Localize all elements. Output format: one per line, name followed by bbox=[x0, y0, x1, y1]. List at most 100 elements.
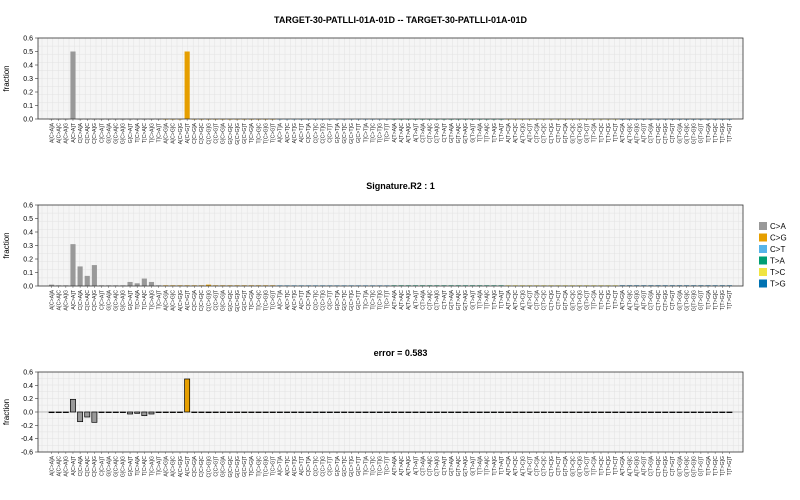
bar-A[C>A]T bbox=[70, 398, 76, 413]
x-tick-label: C[T>C]G bbox=[549, 123, 555, 144]
x-tick-label: G[C>G]G bbox=[235, 456, 241, 478]
x-tick-label: G[C>G]C bbox=[228, 290, 234, 312]
x-tick-label: A[C>G]C bbox=[171, 123, 177, 144]
x-tick-label: A[T>C]A bbox=[506, 455, 512, 475]
x-tick-label: C[C>T]C bbox=[313, 123, 319, 144]
bar-G[C>T]T bbox=[355, 411, 362, 413]
x-tick-label: T[T>C]T bbox=[613, 122, 619, 142]
bar-G[C>A]T bbox=[127, 411, 133, 415]
x-tick-label: T[T>A]C bbox=[485, 290, 491, 310]
x-tick-label: A[T>A]G bbox=[406, 123, 412, 143]
x-tick-label: C[T>A]T bbox=[442, 455, 448, 475]
x-tick-label: A[T>C]T bbox=[527, 455, 533, 475]
x-tick-label: A[T>G]T bbox=[642, 122, 648, 143]
x-tick-label: T[C>T]G bbox=[378, 123, 384, 143]
legend-label: C>T bbox=[770, 245, 785, 254]
x-tick-label: C[C>A]T bbox=[99, 289, 105, 310]
x-tick-label: A[C>T]A bbox=[278, 122, 284, 142]
x-tick-label: T[T>A]T bbox=[499, 455, 505, 475]
x-tick-label: A[C>A]G bbox=[64, 290, 70, 311]
x-tick-label: A[T>A]G bbox=[406, 456, 412, 476]
x-tick-label: C[T>G]A bbox=[649, 289, 655, 310]
x-tick-label: G[C>T]C bbox=[342, 123, 348, 144]
x-tick-label: A[C>G]A bbox=[164, 455, 170, 476]
bar-T[C>G]G bbox=[262, 411, 269, 413]
x-tick-label: A[T>C]C bbox=[513, 290, 519, 310]
x-tick-label: A[C>G]A bbox=[164, 122, 170, 143]
x-tick-label: A[T>C]C bbox=[513, 456, 519, 476]
legend-label: T>C bbox=[770, 268, 786, 277]
panel-error-residual: error = 0.583 -0.6 -0.4 -0.2 0.0 0.2 0.4 0.6 fra… bbox=[2, 348, 744, 478]
bar-T[T>C]T bbox=[612, 411, 619, 413]
x-tick-label: G[T>A]T bbox=[470, 122, 476, 143]
bar-A[C>A]T bbox=[70, 51, 76, 119]
x-tick-labels: A[C>A]A A[C>A]C A[C>A]G A[C>A]T C[C>A]A C[C>A… bbox=[49, 452, 733, 478]
x-tick-label: T[T>C]C bbox=[599, 123, 605, 143]
x-tick-label: G[T>A]A bbox=[449, 455, 455, 476]
x-tick-label: C[C>A]G bbox=[92, 290, 98, 311]
x-tick-label: C[T>A]C bbox=[428, 456, 434, 476]
x-tick-label: C[T>G]C bbox=[656, 456, 662, 477]
x-tick-label: T[T>G]G bbox=[720, 123, 726, 143]
bar-G[T>G]C bbox=[683, 411, 690, 413]
x-tick-label: T[C>A]C bbox=[142, 290, 148, 310]
x-tick-label: G[C>A]A bbox=[106, 289, 112, 310]
x-tick-label: T[T>G]T bbox=[727, 122, 733, 142]
x-tick-label: T[T>G]C bbox=[713, 123, 719, 143]
bar-G[T>A]G bbox=[462, 411, 469, 413]
x-tick-label: A[T>A]C bbox=[399, 290, 405, 310]
x-tick-label: G[T>A]A bbox=[449, 289, 455, 310]
x-tick-label: C[C>G]A bbox=[192, 289, 198, 310]
x-tick-label: C[C>G]G bbox=[206, 290, 212, 311]
x-tick-label: T[T>G]A bbox=[706, 122, 712, 142]
x-tick-label: G[C>G]A bbox=[221, 289, 227, 311]
x-tick-label: C[T>A]C bbox=[428, 123, 434, 143]
x-tick-label: C[C>T]G bbox=[321, 123, 327, 144]
bar-G[T>C]T bbox=[583, 411, 590, 413]
x-tick-label: G[C>T]G bbox=[349, 123, 355, 144]
x-tick-label: G[C>T]G bbox=[349, 456, 355, 477]
bar-T[C>T]C bbox=[369, 411, 376, 413]
x-tick-label: C[C>G]G bbox=[206, 123, 212, 144]
x-tick-label: C[T>A]A bbox=[420, 122, 426, 142]
bar-A[T>A]G bbox=[405, 411, 412, 413]
x-tick-label: C[T>A]C bbox=[428, 290, 434, 310]
x-tick-label: C[C>A]C bbox=[85, 123, 91, 144]
x-tick-label: A[T>A]C bbox=[399, 123, 405, 143]
x-tick-label: C[C>G]C bbox=[199, 456, 205, 477]
x-tick-label: C[C>G]A bbox=[192, 122, 198, 143]
bar-A[C>G]C bbox=[169, 411, 176, 413]
y-tick-label: 0.2 bbox=[23, 257, 33, 264]
legend-swatch bbox=[759, 233, 767, 242]
x-tick-label: C[C>A]C bbox=[85, 456, 91, 477]
x-tick-label: A[C>T]T bbox=[299, 289, 305, 309]
x-tick-label: A[C>A]C bbox=[57, 456, 63, 477]
x-tick-label: A[C>G]G bbox=[178, 123, 184, 144]
x-tick-label: C[T>G]C bbox=[656, 290, 662, 311]
x-tick-label: C[T>A]G bbox=[435, 123, 441, 143]
x-tick-label: A[T>A]A bbox=[392, 289, 398, 309]
y-tick-label: 0.4 bbox=[23, 63, 33, 70]
x-tick-label: T[C>A]A bbox=[135, 455, 141, 475]
x-tick-label: A[T>G]C bbox=[627, 456, 633, 477]
panel-observed-spectrum: TARGET-30-PATLLI-01A-01D -- TARGET-30-PA… bbox=[2, 15, 744, 145]
bar-G[C>A]T bbox=[127, 281, 133, 286]
bar-C[C>A]C bbox=[84, 275, 90, 287]
x-tick-label: T[C>G]G bbox=[263, 456, 269, 477]
bar-A[C>A]C bbox=[55, 411, 62, 413]
x-tick-label: G[C>A]T bbox=[128, 455, 134, 476]
x-tick-label: G[T>G]G bbox=[692, 290, 698, 311]
x-tick-label: T[T>G]G bbox=[720, 456, 726, 476]
bar-T[C>A]A bbox=[134, 283, 140, 286]
legend-label: T>A bbox=[770, 257, 786, 266]
x-tick-label: A[T>G]G bbox=[634, 290, 640, 311]
x-tick-label: G[T>A]T bbox=[470, 455, 476, 476]
x-tick-label: T[T>C]G bbox=[606, 456, 612, 476]
x-tick-label: T[T>A]G bbox=[492, 290, 498, 310]
x-tick-label: A[C>A]A bbox=[49, 455, 55, 476]
x-tick-label: A[C>A]T bbox=[71, 455, 77, 476]
bar-A[C>A]G bbox=[62, 411, 69, 413]
legend-label: T>G bbox=[770, 280, 786, 289]
x-tick-label: G[T>A]C bbox=[456, 290, 462, 311]
bar-T[C>A]C bbox=[141, 411, 148, 417]
